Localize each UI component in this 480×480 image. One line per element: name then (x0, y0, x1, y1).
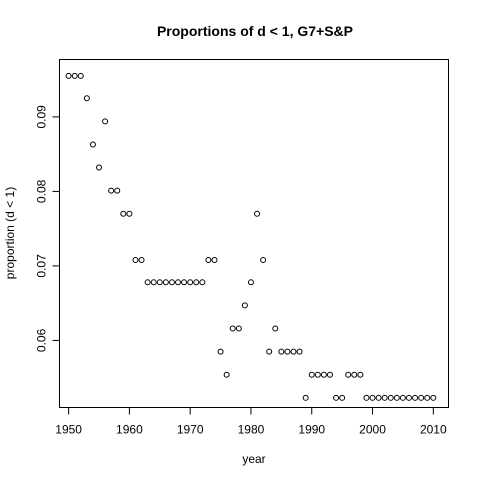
plot-frame (59, 59, 449, 408)
data-point (375, 394, 382, 401)
data-point (223, 371, 230, 378)
data-point (71, 72, 78, 79)
data-point (393, 394, 400, 401)
x-axis: 1950 1960 1970 1980 1990 2000 2010 (55, 407, 447, 437)
data-point (284, 348, 291, 355)
y-tick-label: 0.06 (35, 328, 49, 352)
data-point (102, 118, 109, 125)
data-point (108, 187, 115, 194)
x-tick-label: 2000 (359, 423, 386, 437)
data-point (363, 394, 370, 401)
data-point (96, 164, 103, 171)
x-tick-label: 1970 (177, 423, 204, 437)
data-points (65, 72, 437, 401)
data-point (418, 394, 425, 401)
y-tick-label: 0.07 (35, 254, 49, 278)
data-point (430, 394, 437, 401)
data-point (357, 371, 364, 378)
data-point (290, 348, 297, 355)
x-tick-label: 1980 (238, 423, 265, 437)
data-point (266, 348, 273, 355)
data-point (241, 302, 248, 309)
data-point (144, 279, 151, 286)
data-point (120, 210, 127, 217)
data-point (247, 279, 254, 286)
data-point (211, 256, 218, 263)
data-point (412, 394, 419, 401)
data-point (199, 279, 206, 286)
data-point (83, 95, 90, 102)
data-point (296, 348, 303, 355)
data-point (193, 279, 200, 286)
data-point (150, 279, 157, 286)
data-point (302, 394, 309, 401)
y-tick-label: 0.08 (35, 179, 49, 203)
data-point (326, 371, 333, 378)
data-point (254, 210, 261, 217)
data-point (424, 394, 431, 401)
y-axis-label: proportion (d < 1) (3, 187, 17, 279)
data-point (399, 394, 406, 401)
data-point (181, 279, 188, 286)
data-point (320, 371, 327, 378)
data-point (235, 325, 242, 332)
data-point (272, 325, 279, 332)
x-tick-label: 2010 (420, 423, 447, 437)
data-point (314, 371, 321, 378)
data-point (217, 348, 224, 355)
data-point (187, 279, 194, 286)
data-point (77, 72, 84, 79)
data-point (168, 279, 175, 286)
data-point (339, 394, 346, 401)
chart-title: Proportions of d < 1, G7+S&P (157, 23, 353, 39)
data-point (162, 279, 169, 286)
data-point (175, 279, 182, 286)
data-point (114, 187, 121, 194)
x-tick-label: 1960 (116, 423, 143, 437)
data-point (381, 394, 388, 401)
data-point (278, 348, 285, 355)
x-axis-label: year (242, 452, 265, 466)
y-axis: 0.06 0.07 0.08 0.09 (35, 105, 60, 352)
data-point (229, 325, 236, 332)
data-point (132, 256, 139, 263)
data-point (308, 371, 315, 378)
data-point (126, 210, 133, 217)
x-tick-label: 1950 (55, 423, 82, 437)
x-tick-label: 1990 (298, 423, 325, 437)
data-point (387, 394, 394, 401)
data-point (138, 256, 145, 263)
data-point (156, 279, 163, 286)
y-tick-label: 0.09 (35, 105, 49, 129)
data-point (205, 256, 212, 263)
data-point (345, 371, 352, 378)
data-point (405, 394, 412, 401)
data-point (369, 394, 376, 401)
data-point (65, 72, 72, 79)
data-point (260, 256, 267, 263)
data-point (333, 394, 340, 401)
data-point (351, 371, 358, 378)
data-point (89, 141, 96, 148)
